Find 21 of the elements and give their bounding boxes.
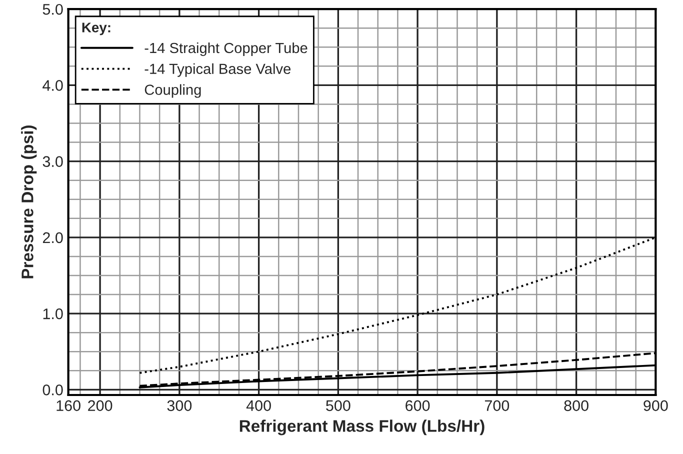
x-tick-label: 700 bbox=[484, 400, 510, 412]
legend-label: -14 Straight Copper Tube bbox=[144, 42, 308, 56]
y-tick-label: 3.0 bbox=[42, 156, 63, 167]
x-tick-label: 160 bbox=[56, 400, 80, 412]
x-tick-label: 800 bbox=[564, 400, 588, 412]
y-tick-label: 0.0 bbox=[42, 384, 63, 396]
y-axis-title: Pressure Drop (psi) bbox=[21, 126, 37, 278]
x-tick-label: 200 bbox=[88, 400, 112, 412]
y-tick-label: 2.0 bbox=[42, 232, 63, 244]
x-tick-label: 400 bbox=[246, 400, 271, 412]
y-tick-label: 5.0 bbox=[42, 4, 63, 15]
y-tick-label: 1.0 bbox=[43, 308, 63, 320]
x-tick-label: 500 bbox=[326, 400, 350, 412]
legend-label: -14 Typical Base Valve bbox=[144, 63, 290, 77]
x-tick-label: 300 bbox=[167, 400, 192, 412]
legend-label: Coupling bbox=[144, 84, 201, 98]
y-tick-label: 4.0 bbox=[42, 80, 63, 91]
x-axis-title: Refrigerant Mass Flow (Lbs/Hr) bbox=[240, 420, 484, 436]
legend-title: Key: bbox=[82, 22, 110, 36]
x-tick-label: 600 bbox=[406, 400, 430, 412]
x-tick-label: 900 bbox=[644, 400, 668, 412]
